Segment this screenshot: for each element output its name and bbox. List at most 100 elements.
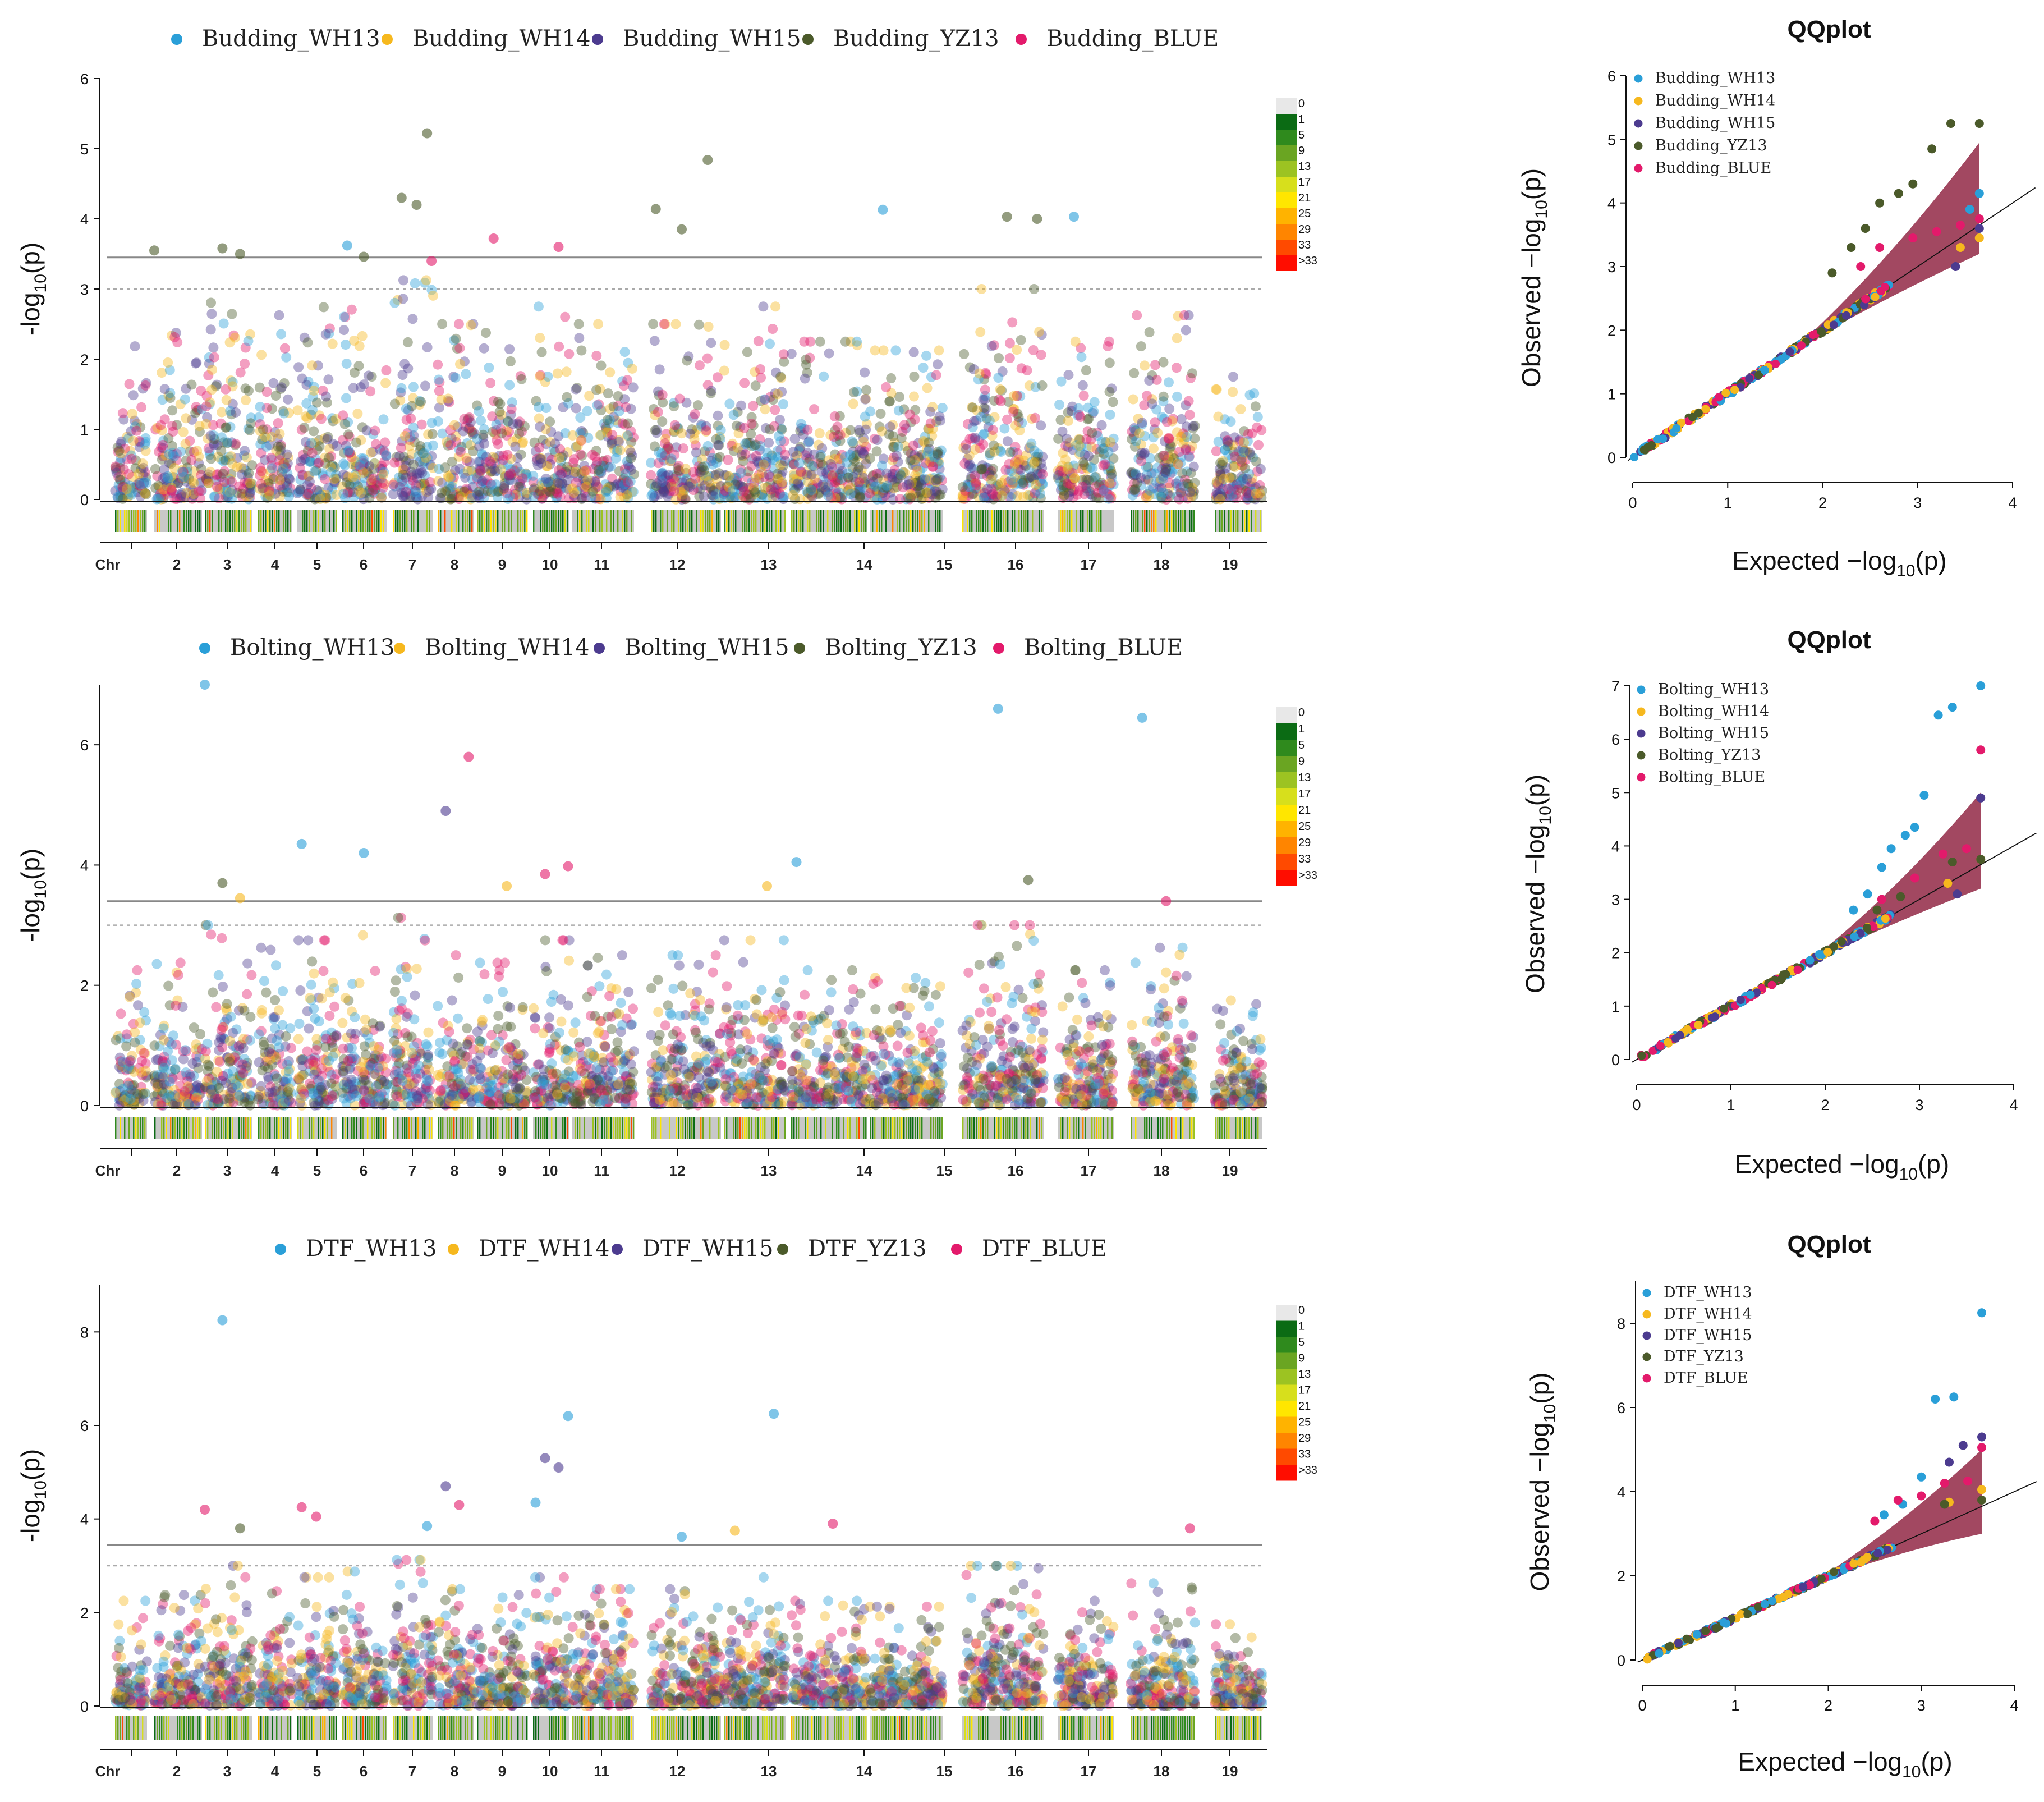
snp-point — [807, 460, 817, 471]
snp-point — [162, 481, 172, 492]
density-stripe — [367, 510, 369, 532]
density-stripe — [876, 510, 878, 532]
snp-point — [996, 478, 1007, 488]
snp-point — [178, 427, 189, 437]
snp-point — [1183, 310, 1194, 320]
density-stripe — [490, 510, 492, 532]
density-stripe — [1027, 510, 1029, 532]
snp-point — [433, 359, 443, 370]
snp-point — [140, 439, 150, 450]
peak-point — [235, 249, 245, 259]
snp-point — [433, 1097, 444, 1107]
density-stripe — [742, 510, 743, 532]
density-stripe — [502, 510, 503, 532]
legend-marker-wh14-icon — [394, 643, 405, 654]
snp-point — [157, 454, 167, 465]
snp-point — [245, 480, 256, 491]
snp-point — [206, 929, 217, 940]
density-stripe — [304, 510, 306, 532]
density-stripe — [1080, 510, 1082, 532]
snp-point — [154, 446, 164, 457]
snp-point — [359, 1041, 370, 1052]
snp-point — [218, 469, 228, 479]
snp-point — [125, 480, 135, 491]
snp-point — [434, 1047, 445, 1058]
density-stripe — [1012, 510, 1013, 532]
snp-point — [223, 451, 234, 462]
snp-point — [394, 1005, 405, 1016]
snp-point — [120, 477, 130, 487]
snp-point — [246, 418, 256, 429]
density-stripe — [680, 510, 682, 532]
snp-point — [204, 446, 215, 457]
snp-point — [1172, 333, 1182, 343]
snp-point — [1103, 447, 1114, 457]
snp-point — [357, 930, 368, 941]
snp-point — [242, 488, 252, 499]
snp-point — [162, 471, 173, 482]
snp-point — [854, 477, 865, 488]
snp-point — [1029, 446, 1040, 456]
snp-point — [168, 488, 179, 499]
snp-point — [610, 1093, 621, 1103]
density-stripe — [802, 510, 804, 532]
snp-point — [221, 384, 231, 395]
density-stripe — [1193, 510, 1195, 532]
chromosome-label: 12 — [669, 556, 686, 573]
snp-point — [428, 290, 438, 301]
snp-point — [261, 987, 272, 998]
snp-point — [849, 387, 859, 397]
density-stripe — [250, 510, 251, 532]
density-stripe — [177, 510, 178, 532]
snp-point — [1148, 443, 1159, 454]
snp-point — [477, 1017, 487, 1028]
legend-label: Bolting_WH14 — [425, 635, 589, 661]
snp-point — [240, 383, 251, 394]
snp-point — [138, 462, 149, 473]
chromosome-label: 9 — [498, 556, 506, 573]
snp-point — [485, 1099, 495, 1110]
snp-point — [295, 985, 306, 996]
snp-point — [443, 471, 453, 482]
snp-point — [1175, 432, 1186, 442]
snp-point — [582, 960, 593, 971]
snp-point — [623, 987, 634, 997]
density-stripe — [345, 510, 346, 532]
snp-point — [409, 1014, 420, 1025]
snp-point — [924, 437, 934, 448]
snp-point — [316, 414, 327, 424]
snp-point — [394, 451, 405, 461]
snp-point — [728, 410, 739, 420]
snp-point — [284, 474, 295, 485]
snp-point — [203, 920, 213, 930]
density-stripe — [1242, 510, 1243, 532]
density-key-label: 0 — [1298, 98, 1305, 110]
snp-point — [150, 424, 161, 435]
snp-point — [270, 391, 281, 401]
snp-point — [1213, 436, 1224, 447]
snp-point — [151, 959, 162, 969]
density-key-swatch — [1276, 98, 1297, 114]
density-stripe — [935, 510, 936, 532]
snp-point — [713, 410, 723, 421]
snp-point — [860, 394, 871, 405]
snp-point — [254, 382, 265, 393]
snp-point — [274, 475, 285, 485]
snp-point — [134, 435, 145, 446]
snp-point — [591, 351, 602, 361]
snp-point — [533, 301, 544, 312]
y-axis-title-tail: (p) — [16, 242, 45, 274]
snp-point — [613, 1079, 623, 1090]
density-stripe — [1137, 510, 1139, 532]
peak-point — [359, 251, 369, 262]
density-stripe — [655, 510, 657, 532]
snp-point — [1244, 389, 1255, 400]
snp-point — [724, 398, 735, 409]
density-stripe — [133, 510, 135, 532]
density-stripe — [705, 510, 706, 532]
snp-point — [1213, 411, 1224, 422]
snp-point — [155, 492, 166, 502]
density-stripe — [238, 510, 240, 532]
snp-point — [1158, 488, 1169, 498]
snp-point — [1069, 473, 1080, 483]
